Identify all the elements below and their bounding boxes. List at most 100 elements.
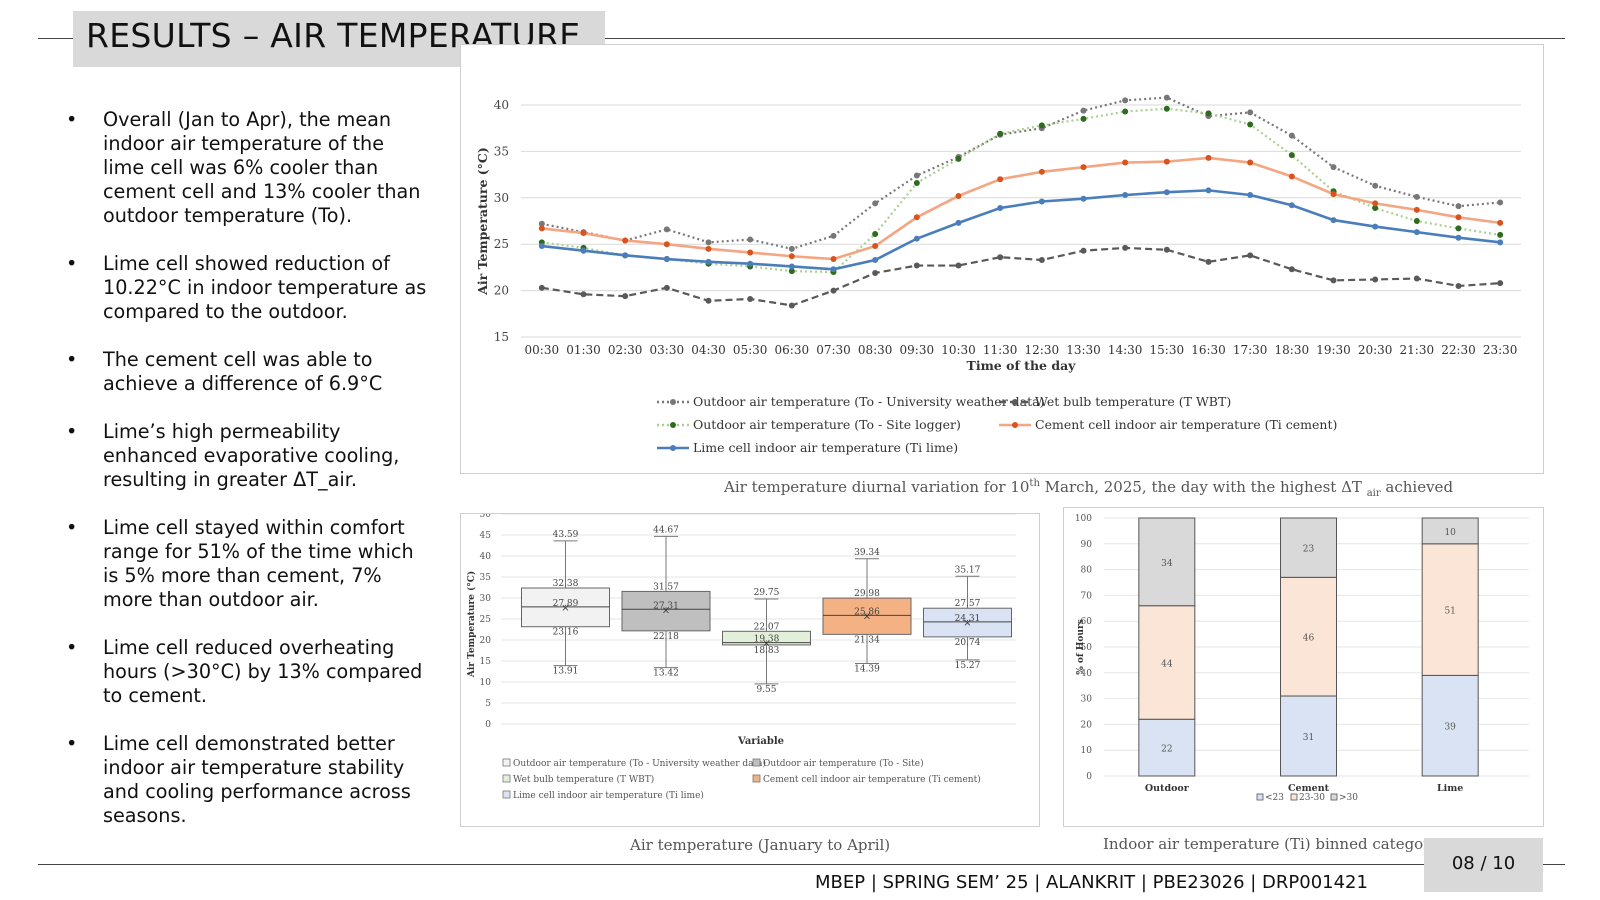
series-point (1288, 152, 1295, 159)
box-iqr (822, 597, 912, 635)
series-point (1038, 168, 1045, 175)
x-tick-label: 07:30 (816, 343, 851, 357)
series-point (1455, 234, 1462, 241)
series-point (1497, 199, 1504, 206)
min-label: 13.91 (553, 667, 579, 677)
x-tick-label: 02:30 (608, 343, 643, 357)
series-point (1247, 192, 1254, 199)
series-point (1455, 214, 1462, 221)
legend-swatch (752, 758, 761, 767)
y-tick-label: 100 (1075, 514, 1092, 524)
y-tick-label: 10 (480, 678, 492, 688)
max-label: 44.67 (653, 525, 679, 535)
y-tick-label: 40 (1081, 669, 1093, 679)
legend-entry: Outdoor air temperature (To - Site logge… (657, 417, 961, 432)
series-point (1080, 247, 1087, 254)
binned-stacked-bar-chart: 0 10 20 30 40 50 60 70 80 90 100 % of Hours 22 44 34 Ou… (1075, 514, 1529, 803)
min-label: 13.42 (653, 669, 679, 679)
finding-text: Overall (Jan to Apr), the mean indoor ai… (103, 108, 421, 227)
series-point (538, 225, 545, 232)
legend-label: <23 (1265, 793, 1284, 803)
series-point (830, 287, 837, 294)
legend-entry: Wet bulb temperature (T WBT) (502, 774, 654, 785)
series-point (663, 284, 670, 291)
legend-marker (670, 422, 676, 428)
legend-swatch (502, 758, 511, 767)
series-point (1288, 132, 1295, 139)
series-point (1163, 158, 1170, 165)
bullet-icon: • (66, 732, 78, 755)
series-point (747, 260, 754, 267)
box-iqr (923, 607, 1012, 638)
y-tick-label: 30 (480, 594, 492, 604)
line-chart-panel: 15 20 25 30 35 40 00:30 01:30 02:30 03:30 04:30 05:… (460, 44, 1544, 474)
y-tick-label: 20 (480, 636, 492, 646)
bottom-rule (38, 864, 1565, 865)
series-point (1413, 275, 1420, 282)
series-point (1330, 277, 1337, 284)
x-tick-label: 11:30 (983, 343, 1018, 357)
series-point (955, 155, 962, 162)
y-tick-label: 0 (485, 720, 491, 730)
series-point (1122, 108, 1129, 115)
y-tick-label: 50 (480, 514, 492, 520)
top-rule-right (605, 38, 1565, 39)
legend-swatch (1330, 793, 1338, 801)
y-tick-label: 60 (1081, 617, 1093, 627)
series-point (622, 293, 629, 300)
x-tick-label: 15:30 (1150, 343, 1185, 357)
bar-value-label: 46 (1303, 634, 1315, 644)
series-point (1330, 191, 1337, 198)
series-point (747, 236, 754, 243)
box-chart-caption: Air temperature (January to April) (630, 836, 891, 854)
diurnal-line-chart: 15 20 25 30 35 40 00:30 01:30 02:30 03:30 04:30 05:… (475, 94, 1521, 455)
series-point (955, 219, 962, 226)
q1-label: 20.74 (955, 638, 981, 648)
finding-item: • Lime cell reduced overheating hours (>3… (60, 636, 430, 708)
series-point (580, 247, 587, 254)
legend-entry: 23-30 (1290, 793, 1325, 803)
y-axis-title: % of Hours (1076, 619, 1086, 675)
series-point (872, 230, 879, 237)
x-axis-title: Variable (737, 736, 784, 747)
series-point (1163, 246, 1170, 253)
legend-entry: Wet bulb temperature (T WBT) (999, 394, 1231, 409)
series-point (788, 268, 795, 275)
y-tick-label: 45 (480, 531, 492, 541)
bullet-icon: • (66, 348, 78, 371)
series-point (1372, 276, 1379, 283)
series-point (955, 192, 962, 199)
bar-value-label: 23 (1303, 545, 1315, 555)
series-point (622, 252, 629, 259)
median-label: 25.86 (854, 607, 880, 617)
box-iqr (521, 587, 610, 628)
bar-value-label: 22 (1161, 745, 1172, 755)
series-point (1413, 206, 1420, 213)
series-point (1288, 173, 1295, 180)
bullet-icon: • (66, 420, 78, 443)
x-tick-label: Cement (1288, 783, 1330, 794)
series-point (913, 214, 920, 221)
y-tick-label: 70 (1081, 591, 1093, 601)
legend-label: Outdoor air temperature (To - Site) (763, 758, 924, 769)
bar-value-label: 10 (1444, 528, 1456, 538)
series-point (538, 220, 545, 227)
x-tick-label: 08:30 (858, 343, 893, 357)
legend-entry: Lime cell indoor air temperature (Ti lim… (657, 440, 958, 455)
y-tick-label: 90 (1081, 540, 1093, 550)
legend-swatch (752, 774, 761, 783)
top-rule-left (38, 38, 73, 39)
q3-label: 22.07 (754, 622, 780, 632)
bullet-icon: • (66, 636, 78, 659)
series-point (1413, 193, 1420, 200)
series-point (830, 266, 837, 273)
finding-text: Lime cell showed reduction of 10.22°C in… (103, 252, 427, 323)
q1-label: 23.16 (553, 628, 579, 638)
q3-label: 27.57 (955, 599, 981, 609)
series-point (1038, 198, 1045, 205)
bar-segment (1280, 695, 1337, 777)
series-point (580, 291, 587, 298)
x-tick-label: 17:30 (1233, 343, 1268, 357)
finding-text: Lime cell reduced overheating hours (>30… (103, 636, 423, 707)
